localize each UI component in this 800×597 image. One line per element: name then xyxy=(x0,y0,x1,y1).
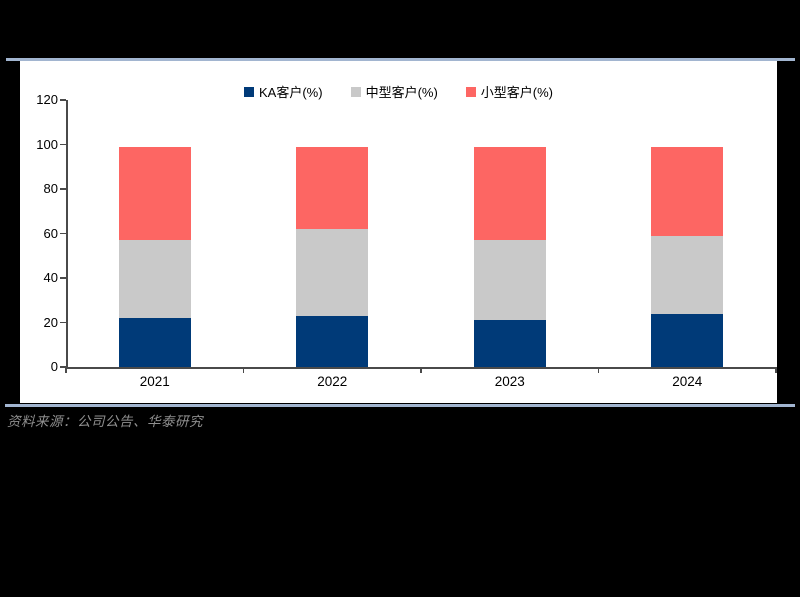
legend-item: 小型客户(%) xyxy=(465,82,553,101)
y-tick-mark xyxy=(60,321,66,324)
x-tick-mark xyxy=(65,367,67,373)
bar-segment xyxy=(473,240,546,321)
legend-label: 中型客户(%) xyxy=(365,85,438,100)
legend-item: KA客户(%) xyxy=(244,82,323,101)
bar-segment xyxy=(118,146,191,241)
bar-segment xyxy=(651,313,724,367)
bar-segment xyxy=(651,146,724,236)
bar-segment xyxy=(118,240,191,319)
y-tick-mark xyxy=(60,232,66,235)
bar-segment xyxy=(473,320,546,367)
x-tick-mark xyxy=(242,367,245,373)
bar-segment xyxy=(473,146,546,241)
legend-label: 小型客户(%) xyxy=(480,85,553,100)
y-tick-mark xyxy=(60,188,66,190)
y-tick-mark xyxy=(60,143,66,146)
legend-swatch-icon xyxy=(244,86,254,97)
bar-segment xyxy=(296,229,369,316)
chart-panel: KA客户(%) 中型客户(%) 小型客户(%) 0 20 40 60 80 100 120 202… xyxy=(20,61,777,403)
x-category-label: 2024 xyxy=(672,374,703,389)
legend-label: KA客户(%) xyxy=(259,85,323,100)
y-tick-label: 40 xyxy=(43,270,58,285)
x-tick-mark xyxy=(775,367,777,373)
x-tick-mark xyxy=(420,367,422,373)
bar-segment xyxy=(118,318,191,367)
y-axis-line xyxy=(66,100,68,368)
y-tick-label: 60 xyxy=(43,225,58,241)
x-category-label: 2021 xyxy=(139,374,170,389)
y-tick-label: 0 xyxy=(50,359,58,374)
source-note: 资料来源：公司公告、华泰研究 xyxy=(7,414,203,430)
legend-item: 中型客户(%) xyxy=(350,82,438,101)
chart-legend: KA客户(%) 中型客户(%) 小型客户(%) xyxy=(20,82,777,101)
legend-swatch-icon xyxy=(350,86,361,97)
legend-swatch-icon xyxy=(465,86,476,97)
top-divider-rule xyxy=(6,58,795,61)
y-tick-mark xyxy=(60,99,66,101)
y-tick-mark xyxy=(60,277,66,279)
bar-segment xyxy=(651,235,724,314)
plot-area: 0 20 40 60 80 100 120 2021 2022 2023 2024 xyxy=(20,61,777,403)
y-tick-label: 20 xyxy=(43,314,58,330)
x-tick-mark xyxy=(597,367,600,373)
y-tick-mark xyxy=(60,366,66,368)
y-tick-label: 120 xyxy=(36,92,58,107)
x-category-label: 2023 xyxy=(494,374,525,389)
y-tick-label: 80 xyxy=(43,181,58,196)
y-tick-label: 100 xyxy=(36,136,58,152)
x-category-label: 2022 xyxy=(317,374,348,389)
bottom-divider-rule xyxy=(5,404,795,407)
bar-segment xyxy=(296,146,369,230)
bar-segment xyxy=(296,315,369,367)
